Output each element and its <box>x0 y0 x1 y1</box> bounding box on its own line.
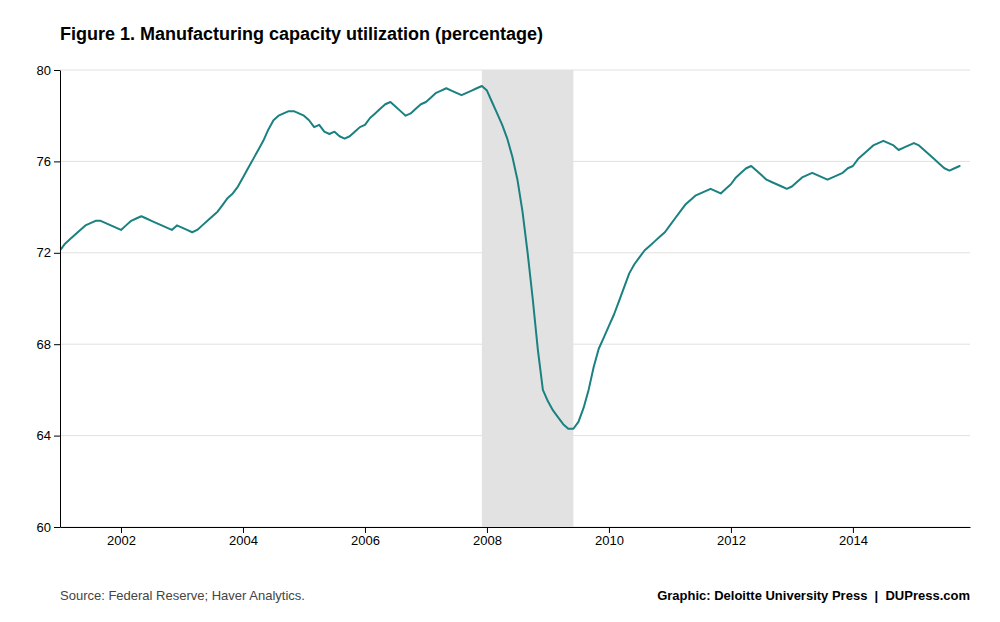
x-tick-mark <box>365 527 366 533</box>
x-tick-mark <box>243 527 244 533</box>
x-tick: 2014 <box>839 527 868 548</box>
credit: Graphic: Deloitte University Press | DUP… <box>657 588 970 603</box>
x-axis: 2002 2004 2006 2008 2010 2012 2014 <box>61 527 971 548</box>
y-tick: 80 <box>37 63 60 78</box>
x-tick-mark <box>731 527 732 533</box>
x-tick: 2010 <box>595 527 624 548</box>
grid <box>60 70 970 527</box>
x-tick: 2004 <box>229 527 258 548</box>
x-tick-mark <box>487 527 488 533</box>
y-tick-label: 72 <box>37 245 51 260</box>
x-tick-mark <box>609 527 610 533</box>
title: Figure 1. Manufacturing capacity utiliza… <box>60 24 543 44</box>
x-tick: 2008 <box>473 527 502 548</box>
x-axis-line <box>61 527 971 528</box>
y-tick-label: 68 <box>37 337 51 352</box>
plot-area <box>60 70 960 527</box>
x-tick-label: 2002 <box>107 533 136 548</box>
y-axis: 60 64 68 72 76 80 <box>37 63 61 535</box>
chart: 2002 2004 2006 2008 2010 2012 2014 60 64 68 72 76 80… <box>0 0 1000 622</box>
y-tick: 76 <box>37 154 60 169</box>
shaded-range <box>482 70 573 527</box>
line <box>60 86 960 429</box>
x-tick-mark <box>121 527 122 533</box>
y-tick-label: 80 <box>37 63 51 78</box>
x-tick: 2002 <box>107 527 136 548</box>
x-tick-label: 2004 <box>229 533 258 548</box>
y-tick: 64 <box>37 428 60 443</box>
y-tick-mark <box>54 70 60 71</box>
x-tick: 2006 <box>351 527 380 548</box>
y-tick-label: 76 <box>37 154 51 169</box>
x-tick-label: 2014 <box>839 533 868 548</box>
y-tick: 68 <box>37 337 60 352</box>
y-tick-label: 64 <box>37 428 51 443</box>
x-tick-label: 2006 <box>351 533 380 548</box>
x-tick-label: 2012 <box>717 533 746 548</box>
y-tick-mark <box>54 161 60 162</box>
x-tick-label: 2008 <box>473 533 502 548</box>
y-tick-mark <box>54 527 60 528</box>
background <box>0 0 1000 622</box>
y-tick-mark <box>54 344 60 345</box>
x-tick-label: 2010 <box>595 533 624 548</box>
source-note: Source: Federal Reserve; Haver Analytics… <box>60 588 305 603</box>
y-tick-mark <box>54 436 60 437</box>
y-tick-mark <box>54 253 60 254</box>
x-tick-mark <box>853 527 854 533</box>
x-tick: 2012 <box>717 527 746 548</box>
y-tick-label: 60 <box>37 520 51 535</box>
y-tick: 72 <box>37 245 60 260</box>
y-axis-line <box>60 71 61 528</box>
y-tick: 60 <box>37 520 60 535</box>
